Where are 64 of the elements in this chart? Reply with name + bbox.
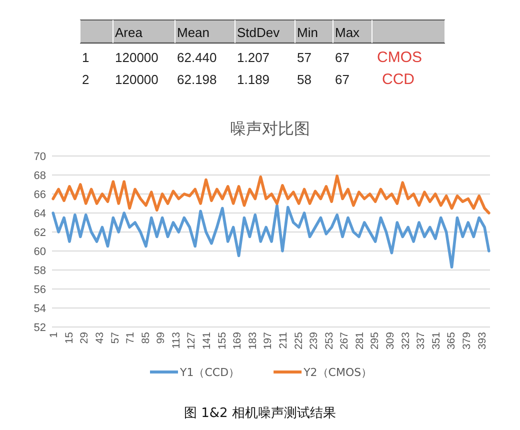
y-tick-label: 58 <box>34 265 46 277</box>
y-tick-label: 64 <box>34 208 46 220</box>
caption: 图 1&2 相机噪声测试结果 <box>184 406 336 421</box>
chart-title: 噪声对比图 <box>230 119 310 138</box>
text: 67 <box>335 72 350 87</box>
x-tick-label: 309 <box>384 332 397 350</box>
y-tick-label: 52 <box>34 322 46 334</box>
text: 1.207 <box>237 50 270 65</box>
x-tick-label: 253 <box>323 332 336 350</box>
x-tick-label: 351 <box>430 332 442 350</box>
y-tick-label: 54 <box>34 303 46 315</box>
y-tick-label: 68 <box>34 170 46 182</box>
text: 120000 <box>115 72 158 87</box>
x-tick-label: 295 <box>369 332 382 350</box>
text: 58 <box>297 72 312 87</box>
x-tick-label: 337 <box>415 332 428 350</box>
x-tick-label: 211 <box>277 332 290 349</box>
x-tick-label: 1 <box>48 332 60 338</box>
y-tick-label: 70 <box>34 151 46 163</box>
x-tick-label: 15 <box>63 332 76 344</box>
text: 62.440 <box>177 50 217 65</box>
x-tick-label: 99 <box>155 332 168 344</box>
text: 62.198 <box>177 72 217 87</box>
x-tick-label: 379 <box>460 332 473 350</box>
x-tick-label: 71 <box>124 332 137 344</box>
x-tick-label: 267 <box>338 332 351 350</box>
text: CMOS <box>377 49 422 66</box>
category-label: Min <box>297 25 318 40</box>
x-tick-label: 43 <box>94 332 106 344</box>
text: 67 <box>335 50 350 65</box>
category-label: Max <box>335 25 360 40</box>
line-series <box>52 174 490 214</box>
x-tick-label: 155 <box>216 332 228 350</box>
x-tick-label: 29 <box>78 332 91 344</box>
text: 2 <box>82 72 90 87</box>
x-tick-label: 225 <box>292 332 305 350</box>
text: 1.189 <box>237 72 270 87</box>
x-tick-label: 197 <box>262 332 274 350</box>
y-tick-label: 62 <box>34 227 46 239</box>
y-tick-label: 66 <box>34 189 46 201</box>
legend-label: Y2（CMOS） <box>302 366 372 379</box>
line-series <box>52 204 490 269</box>
category-label: StdDev <box>237 25 280 40</box>
x-tick-label: 281 <box>354 332 366 350</box>
x-tick-label: 169 <box>232 332 244 350</box>
legend-label: Y1（CCD） <box>179 366 240 379</box>
x-tick-label: 127 <box>186 332 198 350</box>
y-tick-label: 60 <box>34 246 46 258</box>
x-tick-label: 239 <box>308 332 320 350</box>
text: 57 <box>297 50 312 65</box>
x-tick-label: 57 <box>109 332 122 344</box>
category-label: Mean <box>177 25 210 40</box>
y-tick-label: 56 <box>34 284 46 296</box>
category-label: Area <box>115 25 144 40</box>
x-tick-label: 365 <box>446 332 458 350</box>
text: 1 <box>82 50 90 65</box>
x-tick-label: 323 <box>400 332 412 350</box>
x-tick-label: 85 <box>140 332 152 344</box>
x-tick-label: 393 <box>476 332 488 350</box>
text: 120000 <box>115 50 158 65</box>
x-tick-label: 113 <box>170 332 182 349</box>
x-tick-label: 183 <box>246 332 259 350</box>
x-tick-label: 141 <box>201 332 214 350</box>
text: CCD <box>382 71 415 88</box>
